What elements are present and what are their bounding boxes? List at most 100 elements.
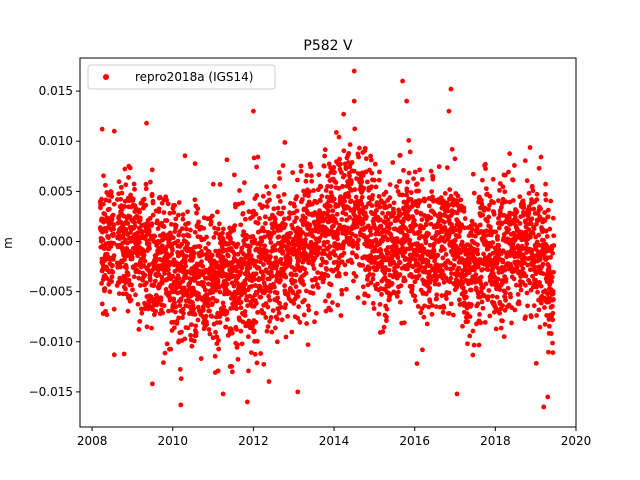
data-point [279, 210, 285, 216]
data-point [417, 229, 423, 235]
data-point [388, 221, 394, 227]
data-point [238, 222, 244, 228]
data-point [149, 221, 155, 227]
data-point [200, 306, 206, 312]
data-point [178, 296, 184, 302]
data-point [237, 188, 242, 193]
data-point [102, 211, 108, 217]
data-point [550, 291, 556, 297]
data-point [155, 226, 161, 232]
data-point [375, 281, 380, 287]
data-point [397, 178, 403, 184]
data-point [294, 208, 300, 214]
data-point [423, 240, 429, 246]
data-point [416, 188, 422, 194]
data-point [335, 236, 340, 242]
data-point [191, 306, 197, 312]
data-point [251, 155, 257, 161]
data-point [538, 206, 543, 212]
data-point [251, 328, 257, 334]
data-point [211, 235, 217, 240]
data-point [223, 324, 229, 330]
data-point [99, 126, 105, 132]
data-point [416, 248, 422, 254]
data-point [406, 170, 412, 176]
data-point [418, 310, 424, 316]
data-point [493, 229, 499, 235]
data-point [298, 168, 304, 174]
data-point [238, 269, 243, 275]
y-tick-label: 0.015 [39, 84, 73, 98]
data-point [468, 287, 474, 293]
data-point [178, 376, 184, 382]
data-point [212, 225, 217, 231]
data-point [436, 282, 442, 287]
data-point [180, 212, 186, 217]
data-point [469, 218, 475, 224]
data-point [268, 314, 274, 320]
data-point [359, 194, 365, 200]
data-point [407, 237, 413, 243]
data-point [386, 267, 392, 273]
data-point [498, 325, 504, 331]
data-point [499, 204, 504, 210]
data-point [368, 280, 374, 286]
data-point [401, 167, 406, 173]
data-point [293, 272, 299, 278]
data-point [387, 195, 393, 201]
data-point [400, 192, 406, 198]
data-point [397, 260, 403, 266]
data-point [132, 223, 138, 229]
data-point [368, 232, 374, 238]
data-point [158, 257, 164, 263]
data-point [406, 138, 412, 143]
data-point [464, 294, 469, 300]
data-point [434, 296, 439, 302]
data-point [172, 300, 177, 306]
data-point [517, 221, 523, 226]
data-point [465, 341, 470, 347]
data-point [369, 255, 375, 260]
data-point [488, 243, 494, 249]
data-point [421, 314, 427, 320]
data-point [213, 287, 219, 293]
data-point [368, 153, 374, 159]
y-tick-label: −0.005 [29, 285, 73, 299]
x-tick-label: 2012 [238, 434, 269, 448]
data-point [538, 283, 544, 289]
data-point [512, 307, 518, 313]
data-point [278, 227, 283, 233]
data-point [500, 259, 506, 265]
data-point [147, 246, 152, 251]
data-point [427, 285, 433, 291]
data-point [258, 294, 264, 300]
chart-title: P582 V [303, 38, 353, 54]
data-point [481, 251, 486, 257]
data-point [244, 297, 250, 303]
data-point [370, 193, 376, 198]
data-point [359, 179, 365, 185]
data-point [376, 194, 382, 199]
data-point [189, 343, 195, 349]
data-point [138, 306, 144, 312]
data-point [231, 227, 237, 233]
data-point [277, 300, 282, 306]
legend-label: repro2018a (IGS14) [135, 70, 253, 84]
data-point [271, 230, 277, 235]
data-point [412, 293, 418, 299]
data-point [303, 237, 308, 242]
data-point [122, 257, 127, 263]
data-point [365, 293, 371, 299]
data-point [475, 264, 481, 269]
data-point [189, 322, 194, 327]
data-point [471, 342, 477, 348]
data-point [309, 178, 315, 184]
data-point [156, 272, 162, 277]
data-point [259, 238, 265, 243]
data-point [274, 339, 280, 345]
data-point [125, 308, 131, 314]
data-point [546, 264, 552, 269]
data-point [361, 300, 367, 306]
data-point [167, 297, 173, 303]
